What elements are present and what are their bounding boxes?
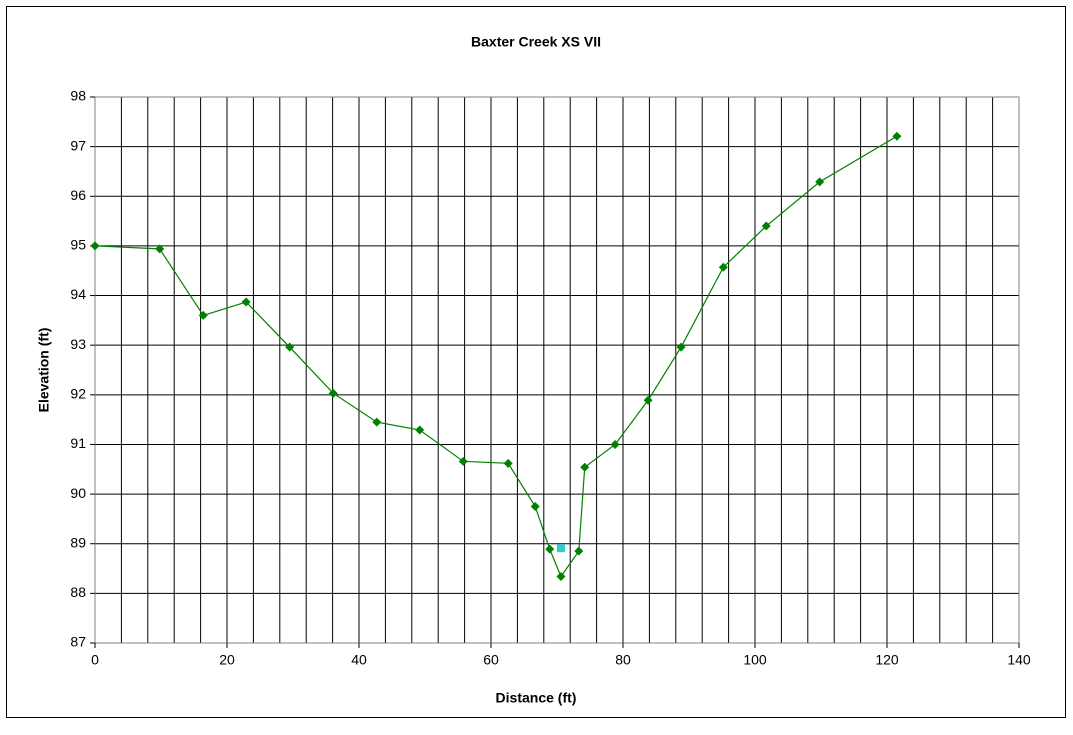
marker [285,342,295,352]
marker [815,177,825,187]
marker [328,388,338,398]
marker [503,458,513,468]
marker [241,297,251,307]
y-tick-label: 96 [70,187,86,203]
y-tick-label: 88 [70,584,86,600]
y-tick-label: 92 [70,386,86,402]
marker [415,425,425,435]
y-tick-label: 87 [70,634,86,650]
plot-area [95,97,1019,643]
x-tick-label: 100 [743,652,767,668]
y-tick-label: 94 [70,286,86,302]
y-axis-label: Elevation (ft) [36,328,52,413]
x-tick-label: 20 [219,652,235,668]
marker [90,241,100,251]
chart-title: Baxter Creek XS VII [471,34,601,50]
x-tick-label: 60 [483,652,499,668]
marker [580,462,590,472]
marker [892,131,902,141]
y-tick-label: 93 [70,336,86,352]
y-tick-label: 95 [70,237,86,253]
marker [676,342,686,352]
y-tick-label: 97 [70,137,86,153]
plot-border [94,96,1020,644]
marker [761,221,771,231]
y-tick-label: 91 [70,435,86,451]
marker [556,544,565,553]
marker [610,439,620,449]
y-tick-label: 98 [70,88,86,104]
x-tick-label: 40 [351,652,367,668]
marker [530,502,540,511]
x-tick-label: 120 [875,652,899,668]
marker [643,395,653,405]
marker [372,417,382,427]
series-line [94,135,898,578]
marker [718,262,728,272]
y-tick-label: 89 [70,534,86,550]
y-tick-label: 90 [70,485,86,501]
marker [556,571,566,581]
marker [545,544,555,554]
x-tick-label: 80 [615,652,631,668]
x-axis-label: Distance (ft) [496,690,577,706]
marker [574,546,584,556]
x-tick-label: 140 [1007,652,1031,668]
marker [458,456,468,466]
marker [198,310,208,320]
x-tick-label: 0 [91,652,99,668]
marker [155,244,165,254]
